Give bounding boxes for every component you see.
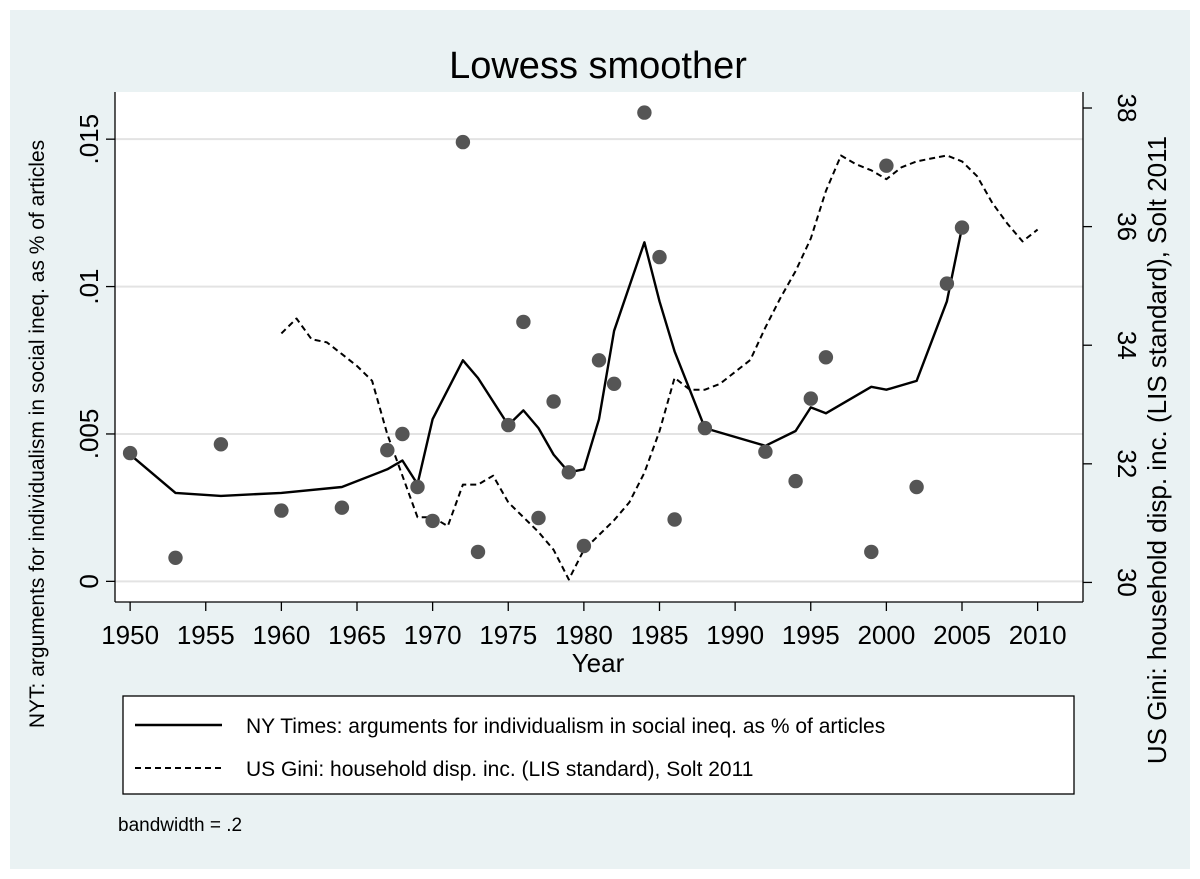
data-point (954, 220, 970, 235)
data-point (939, 276, 955, 291)
x-tick-label: 1980 (555, 620, 613, 650)
y-tick-label-right: 36 (1112, 212, 1142, 241)
data-point (561, 465, 576, 480)
x-axis-label: Year (572, 648, 625, 678)
data-point (637, 105, 652, 120)
data-point (455, 134, 471, 150)
legend-label-gini: US Gini: household disp. inc. (LIS stand… (246, 758, 753, 781)
y-tick-label-right: 30 (1112, 568, 1142, 597)
data-point (395, 426, 410, 442)
data-point (788, 473, 803, 489)
bandwidth-note: bandwidth = .2 (118, 815, 242, 836)
x-tick-label: 1970 (404, 620, 462, 650)
data-point (697, 420, 713, 436)
x-tick-label: 1985 (631, 620, 689, 650)
data-point (758, 444, 773, 459)
chart-title: Lowess smoother (449, 45, 747, 87)
gridlines (115, 138, 1083, 583)
x-tick-label: 1960 (252, 620, 310, 650)
data-point (803, 391, 818, 406)
data-point (864, 544, 879, 560)
y-tick-label-right: 34 (1112, 331, 1142, 360)
data-point (501, 417, 516, 433)
data-point (122, 445, 138, 461)
data-point (213, 437, 229, 452)
x-tick-label: 1990 (706, 620, 764, 650)
y-axis-right-label: US Gini: household disp. inc. (LIS stand… (1142, 136, 1172, 764)
plot-area (115, 92, 1083, 602)
y-tick-label-left: .005 (74, 409, 104, 460)
y-tick-label-left: .015 (74, 114, 104, 165)
y-tick-label-right: 38 (1112, 94, 1142, 123)
legend-box (122, 695, 1075, 795)
y-axis-right-ticks: 30 32 34 36 38 (1083, 94, 1142, 597)
x-tick-label: 1955 (177, 620, 235, 650)
data-point (818, 350, 834, 365)
data-point (667, 512, 682, 527)
legend-label-nyt: NY Times: arguments for individualism in… (246, 715, 885, 738)
data-point (591, 353, 607, 368)
y-axis-left-label: NYT: arguments for individualism in soci… (26, 140, 49, 728)
x-tick-label: 2010 (1009, 620, 1067, 650)
data-point (516, 314, 531, 330)
data-point (909, 479, 924, 495)
scatter-points (122, 105, 970, 565)
x-tick-label: 1950 (101, 620, 159, 650)
data-point (576, 538, 592, 554)
gini-dashed-line (280, 154, 1039, 581)
x-tick-label: 1975 (479, 620, 537, 650)
data-point (470, 544, 486, 560)
x-tick-label: 1965 (328, 620, 386, 650)
data-point (546, 394, 561, 409)
x-axis-ticks: 1950 1955 1960 1965 1970 1975 1980 1985 1990 1995… (101, 602, 1067, 650)
data-point (410, 479, 425, 495)
data-point (334, 500, 350, 515)
y-tick-label-left: .01 (74, 268, 104, 304)
y-tick-label-right: 32 (1112, 449, 1142, 478)
data-point (274, 503, 289, 518)
data-point (652, 249, 667, 265)
data-point (606, 376, 622, 391)
data-point (879, 158, 894, 173)
x-tick-label: 1995 (782, 620, 840, 650)
nyt-lowess-line (129, 227, 964, 498)
data-point (380, 443, 395, 458)
y-axis-left-ticks: 0 .005 .01 .015 (74, 114, 115, 589)
x-tick-label: 2005 (933, 620, 991, 650)
legend: NY Times: arguments for individualism in… (122, 695, 1075, 795)
x-tick-label: 2000 (857, 620, 915, 650)
series-lines (129, 154, 1039, 581)
data-point (168, 550, 183, 565)
y-tick-label-left: 0 (74, 574, 104, 588)
data-point (425, 513, 440, 529)
data-point (531, 510, 546, 526)
